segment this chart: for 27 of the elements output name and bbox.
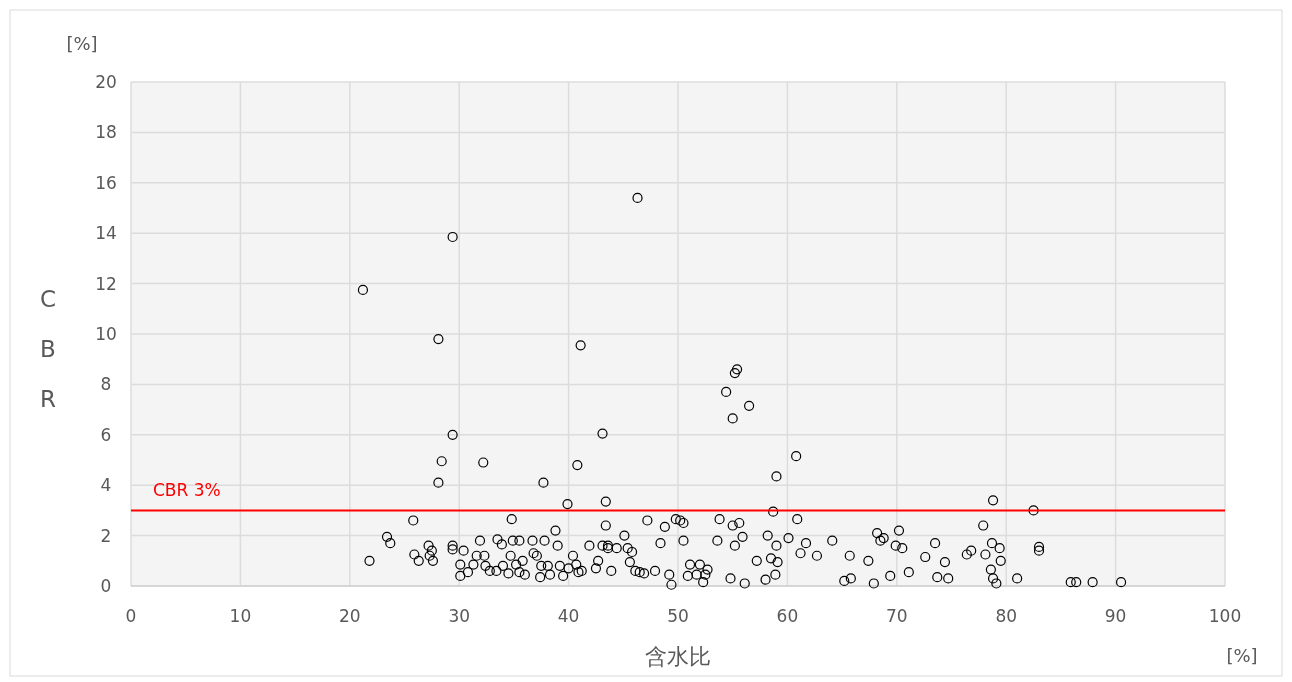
x-tick-label: 60 [776, 606, 799, 626]
x-tick-label: 30 [448, 606, 471, 626]
x-tick-label: 90 [1104, 606, 1127, 626]
y-tick-label: 14 [95, 223, 117, 244]
y-tick-label: 20 [95, 72, 117, 92]
x-axis-title: 含水比 [645, 644, 711, 669]
y-tick-label: 2 [100, 525, 112, 546]
text: [%] [66, 33, 98, 54]
x-tick-label: 10 [229, 606, 252, 626]
y-tick-label: 8 [100, 374, 112, 395]
x-tick-label: 40 [557, 606, 580, 626]
y-tick-label: 0 [100, 576, 112, 596]
y-tick-label: 10 [95, 324, 117, 344]
text: [%] [1226, 645, 1258, 666]
x-tick-label: 50 [667, 606, 689, 626]
x-tick-label: 0 [125, 606, 137, 626]
y-tick-label: 4 [100, 475, 112, 496]
x-tick-label: 70 [885, 606, 908, 626]
y-tick-label: 16 [95, 172, 117, 193]
x-tick-label: 80 [995, 606, 1018, 626]
ref-line-label: CBR 3% [153, 480, 221, 501]
x-tick-label: 100 [1208, 606, 1242, 626]
y-tick-label: 12 [95, 273, 117, 294]
y-axis-title: CBR [35, 286, 61, 436]
x-tick-label: 20 [338, 606, 361, 626]
y-tick-label: 6 [100, 424, 112, 445]
y-tick-label: 18 [95, 122, 117, 143]
